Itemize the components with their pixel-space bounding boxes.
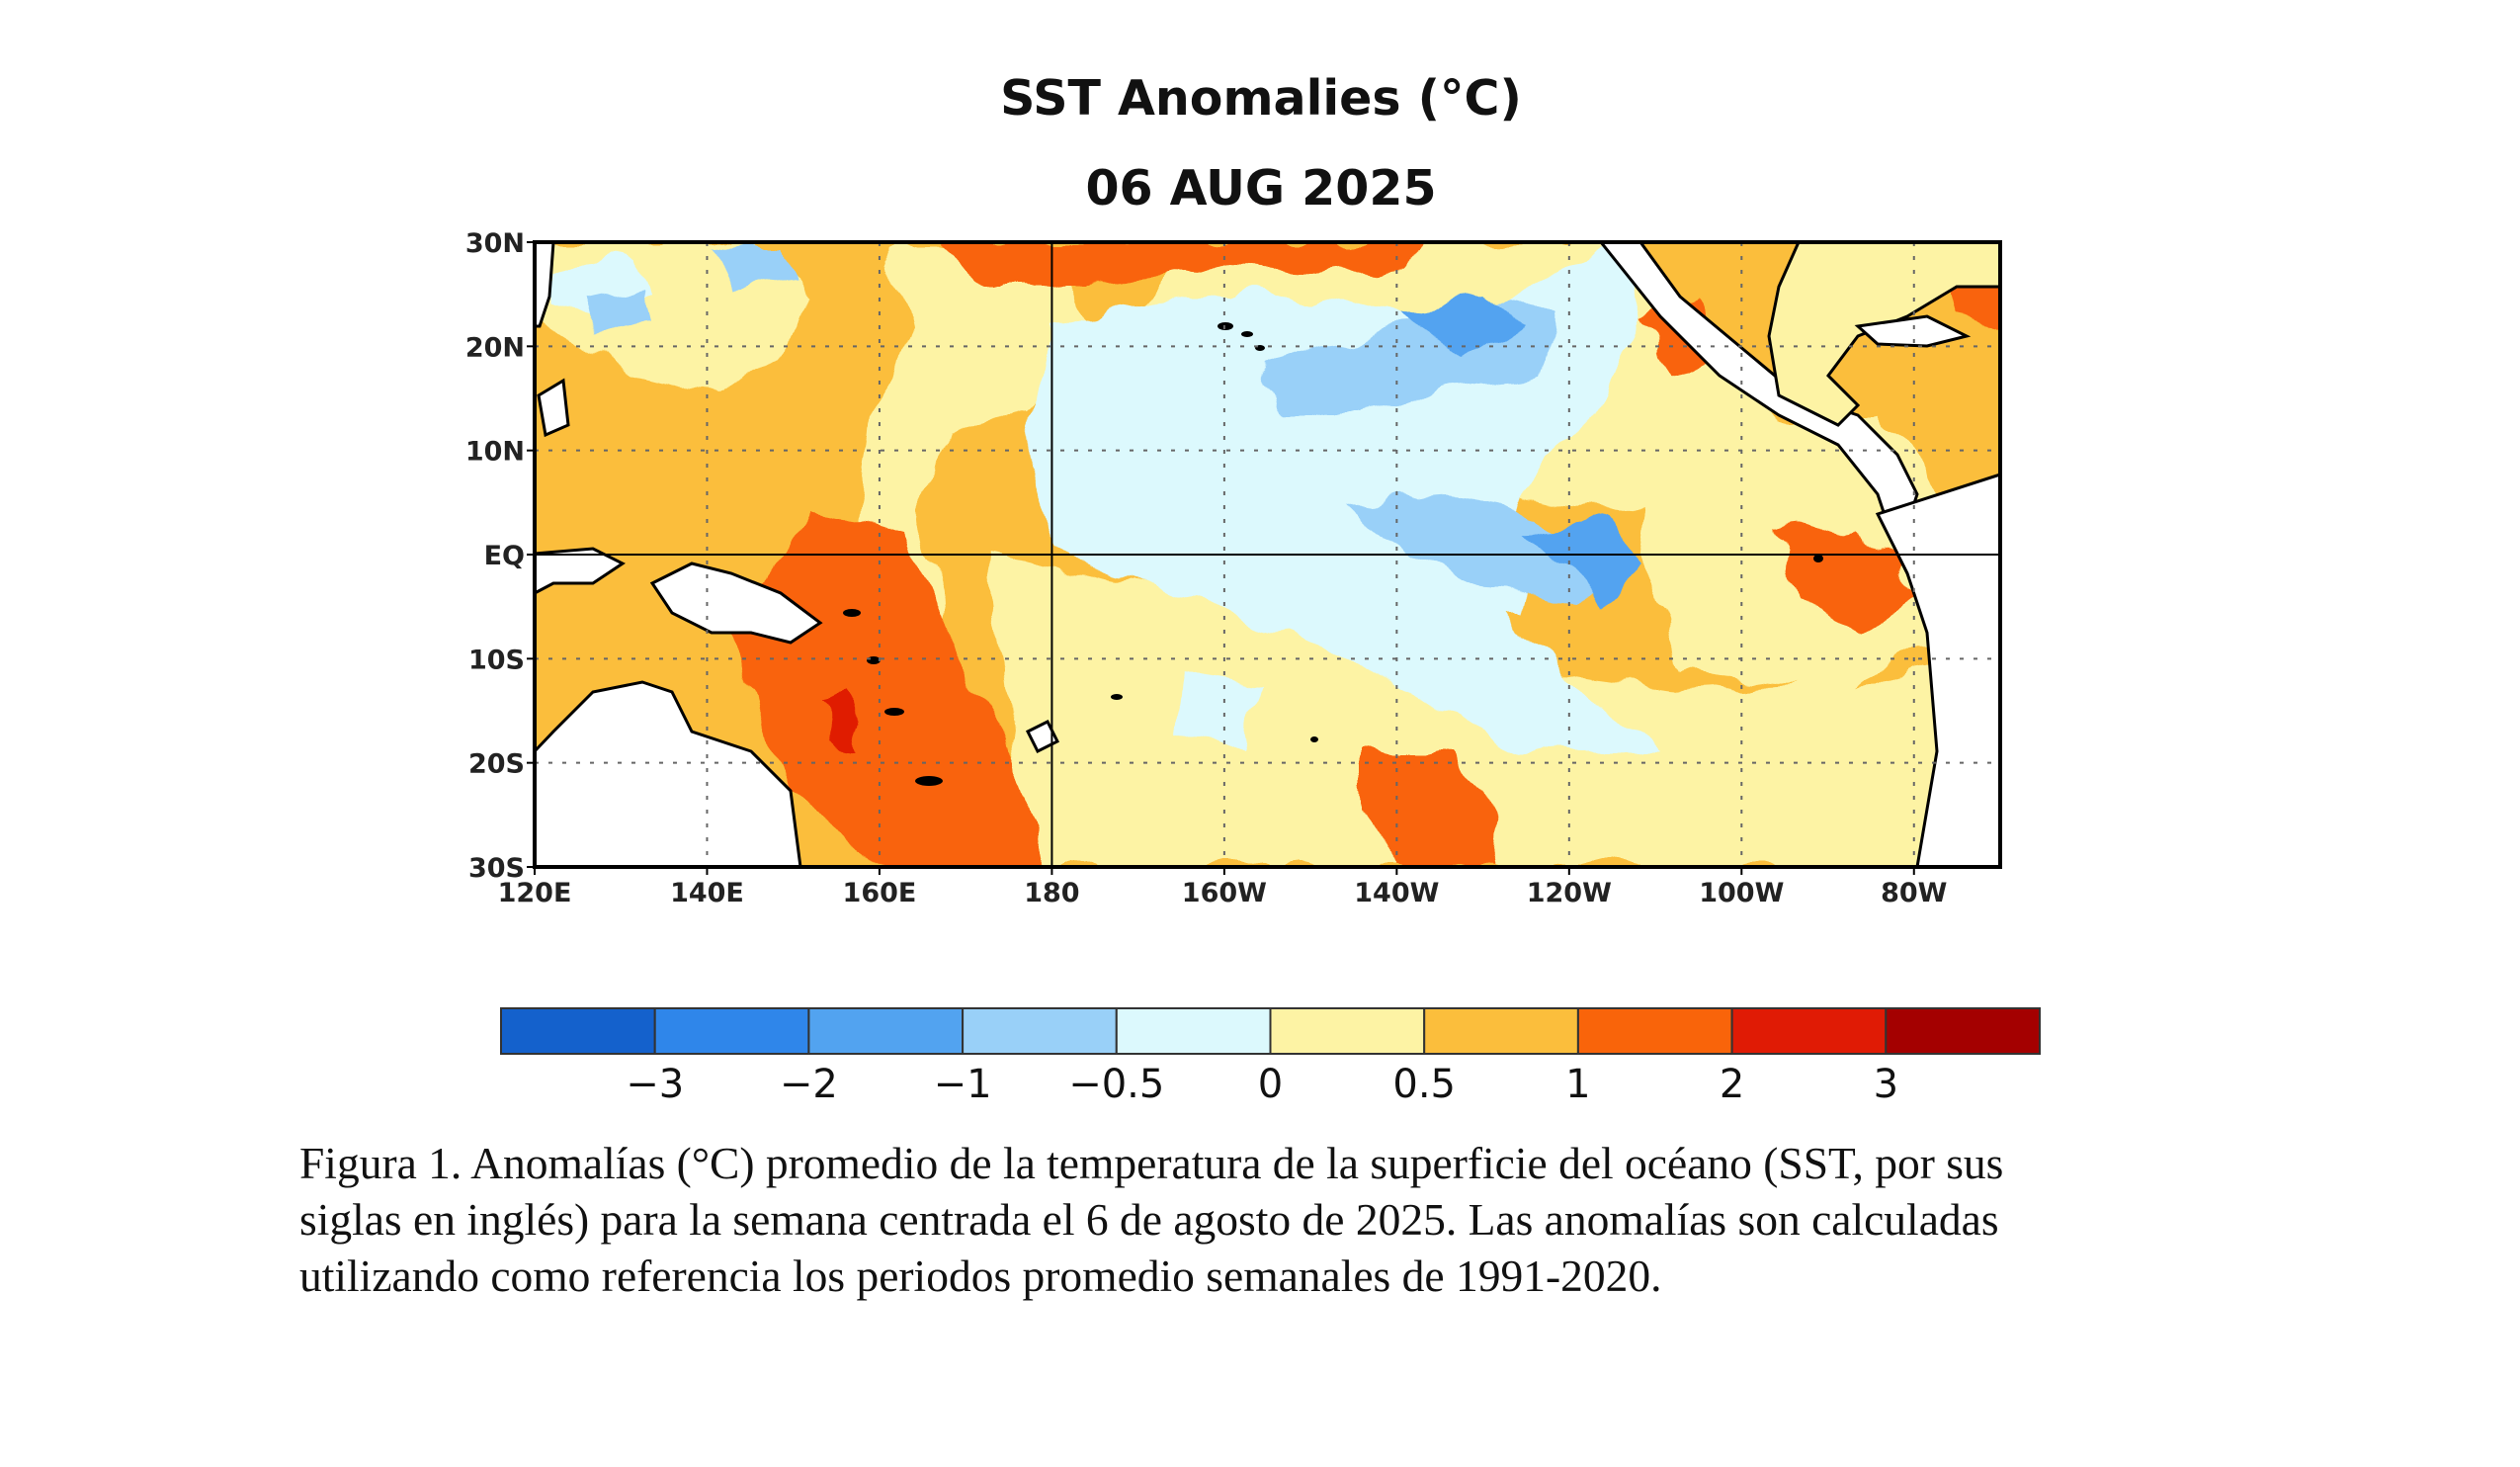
anomaly-field [535,242,2000,867]
reference-lines [535,242,2000,867]
lat-tick-label: 10S [468,645,525,675]
lon-tick-label: 160W [1182,878,1267,908]
colorbar: −3 −2 −1 −0.5 0 0.5 1 2 3 [500,1007,2042,1107]
colorbar-swatch [1423,1007,1579,1055]
lon-tick-label: 120W [1527,878,1612,908]
caption-line: Figura 1. Anomalías (°C) promedio de la … [299,1138,2004,1188]
colorbar-swatch [1730,1007,1888,1055]
lat-tick-label: 10N [465,437,525,468]
land-masses [535,242,2000,867]
caption-line: siglas en inglés) para la semana centrad… [299,1194,1999,1245]
lat-tick-label: 30N [465,228,525,259]
map-date: 06 AUG 2025 [1085,160,1436,216]
colorbar-label: 1 [1565,1062,1590,1107]
colorbar-label: −2 [780,1062,838,1107]
longitude-axis: 120E 140E 160E 180 160W 140W 120W 100W 80W [498,867,1947,908]
colorbar-label: 0.5 [1392,1062,1456,1107]
colorbar-label: 0 [1258,1062,1283,1107]
colorbar-swatch [962,1007,1118,1055]
lat-tick-label: 30S [468,853,525,884]
lon-tick-label: 160E [843,878,917,908]
colorbar-swatch [1269,1007,1426,1055]
colorbar-label: −1 [934,1062,992,1107]
small-islands [843,322,1823,786]
map-grid [535,242,2000,867]
colorbar-label: −0.5 [1068,1062,1164,1107]
lon-tick-label: 120E [498,878,572,908]
colorbar-swatch [1885,1007,2042,1055]
colorbar-swatch [807,1007,965,1055]
colorbar-label: −3 [626,1062,684,1107]
lon-tick-label: 80W [1881,878,1947,908]
colorbar-label: 2 [1720,1062,1744,1107]
colorbar-swatch [1115,1007,1272,1055]
colorbar-swatch [1576,1007,1733,1055]
colorbar-label: 3 [1874,1062,1898,1107]
colorbar-swatch [500,1007,656,1055]
latitude-axis: 30N 20N 10N EQ 10S 20S 30S [465,228,535,884]
lat-tick-label: 20N [465,332,525,363]
lat-tick-label: EQ [484,541,525,571]
lon-tick-label: 140E [670,878,744,908]
map-title: SST Anomalies (°C) [1000,70,1522,127]
caption-line: utilizando como referencia los periodos … [299,1251,1662,1301]
lat-tick-label: 20S [468,749,525,780]
colorbar-swatch [653,1007,810,1055]
lon-tick-label: 100W [1699,878,1784,908]
lon-tick-label: 140W [1354,878,1439,908]
lon-tick-label: 180 [1024,878,1079,908]
figure-caption: Figura 1. Anomalías (°C) promedio de la … [299,1135,2256,1304]
